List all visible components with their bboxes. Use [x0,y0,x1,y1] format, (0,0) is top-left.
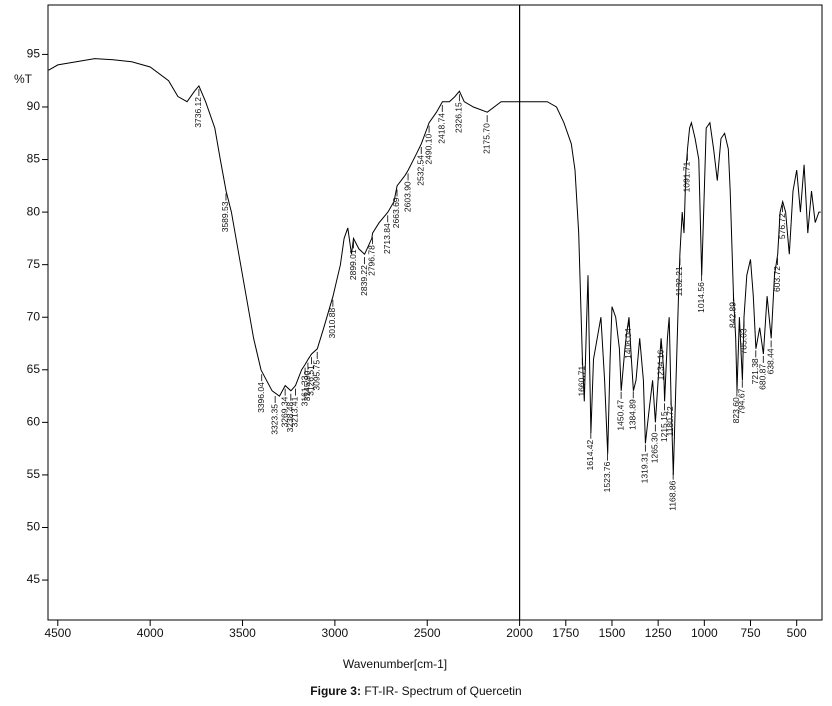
x-tick-label: 3500 [229,626,256,640]
peak-label: 2839.22 [359,265,369,296]
peak-label: 3145.90 [302,370,312,401]
peak-label: 680.87 [758,364,768,390]
peak-label: 3323.35 [269,404,279,435]
x-tick-label: 1750 [552,626,579,640]
peak-label: 1408.04 [623,328,633,359]
peak-label: 2326.15 [454,102,464,133]
peak-label: 1660.71 [577,366,587,397]
peak-label: 1132.21 [674,266,684,296]
x-tick-label: 4000 [137,626,164,640]
peak-label: 1091.71 [682,161,692,192]
peak-label: 1234.16 [655,349,665,380]
peak-label: 842.89 [728,302,738,328]
x-tick-label: 3000 [322,626,349,640]
peak-label: 3126.51 [306,365,316,396]
peak-label: 1384.89 [627,399,637,430]
peak-label: 1523.76 [602,461,612,492]
y-tick-label: 90 [27,99,41,113]
peak-label: 2175.70 [481,123,491,154]
plot-frame [47,4,823,621]
y-tick-label: 45 [27,572,41,586]
peak-label: 1265.30 [650,432,660,463]
y-tick-label: 60 [27,415,41,429]
peak-label: 3269.34 [279,396,289,427]
peak-label: 3736.12 [193,97,203,128]
x-tick-label: 1000 [691,626,718,640]
x-tick-label: 2500 [414,626,441,640]
peak-label: 3589.53 [220,201,230,232]
peak-label: 2713.84 [382,223,392,254]
peak-label: 1319.31 [640,452,650,483]
spectrum-line [48,58,821,475]
caption-text: FT-IR- Spectrum of Quercetin [364,684,521,698]
peak-label: 2663.69 [391,197,401,228]
y-axis-label: %T [14,72,33,86]
peak-label: 1180.72 [665,406,675,436]
x-tick-label: 4500 [44,626,71,640]
x-tick-label: 2000 [506,626,533,640]
peak-label: 785.03 [738,328,748,354]
y-tick-label: 80 [27,204,41,218]
peak-label: 603.72 [772,266,782,292]
peak-label: 823.60 [731,397,741,423]
peak-label: 1014.56 [696,282,706,313]
caption-label: Figure 3: [310,684,361,698]
peak-label: 721.38 [750,358,760,384]
peak-label: 2603.90 [402,181,412,212]
peak-label: 1215.15 [659,411,669,442]
y-tick-label: 70 [27,309,41,323]
peak-label: 1614.42 [585,439,595,470]
peak-label: 3238.48 [285,401,295,432]
x-tick-label: 1500 [599,626,626,640]
peak-label: 3095.75 [311,360,321,391]
peak-label: 3010.88 [327,307,337,338]
peak-label: 576.72 [777,213,787,239]
peak-label: 2418.74 [437,113,447,144]
x-axis-label: Wavenumber[cm-1] [343,657,447,671]
y-tick-label: 85 [27,152,41,166]
x-tick-label: 750 [740,626,760,640]
y-tick-label: 75 [27,257,41,271]
y-tick-label: 50 [27,520,41,534]
peak-label: 1168.86 [667,480,677,510]
peak-label: 2532.54 [415,155,425,186]
peak-label: 2796.78 [367,245,377,276]
y-tick-label: 95 [27,47,41,61]
caption: Figure 3: FT-IR- Spectrum of Quercetin [310,684,521,698]
y-tick-label: 65 [27,362,41,376]
x-tick-label: 500 [787,626,807,640]
peak-label: 2490.10 [423,134,433,165]
x-tick-label: 1250 [645,626,672,640]
peak-label: 1450.47 [615,400,625,431]
peak-label: 794.67 [737,388,747,414]
peak-label: 3396.04 [256,382,266,413]
y-tick-label: 55 [27,467,41,481]
peak-label: 638.44 [765,348,775,374]
peak-label: 2899.01 [348,249,358,280]
peak-label: 3161.33 [299,375,309,406]
peak-label: 3213.41 [290,396,300,427]
